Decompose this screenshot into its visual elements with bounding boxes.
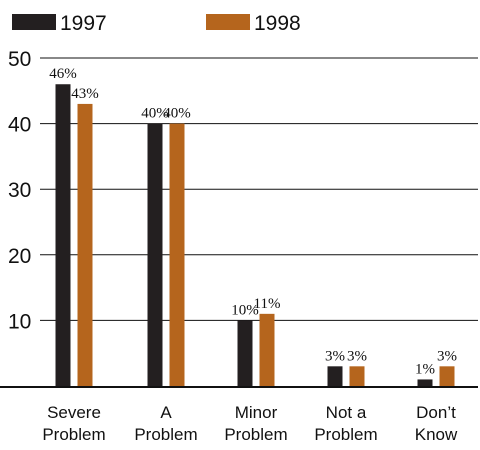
data-label-1998-0: 43% [71, 86, 99, 102]
gridlines [40, 57, 478, 321]
y-tick-label-30: 30 [8, 179, 31, 202]
bar-1998-0 [77, 103, 93, 387]
x-tick-label-0-1: Problem [42, 425, 105, 444]
data-label-1997-4: 1% [415, 361, 435, 377]
x-tick-label-4-0: Don’t [416, 403, 456, 422]
legend: 1997 1998 [12, 12, 301, 35]
x-tick-label-1-1: Problem [134, 425, 197, 444]
bar-1997-0 [55, 84, 71, 387]
bar-1997-2 [237, 320, 253, 386]
x-tick-label-1-0: A [160, 403, 172, 422]
bar-1998-4 [439, 366, 455, 386]
data-label-1998-1: 40% [163, 106, 191, 122]
data-label-1998-4: 3% [437, 348, 457, 364]
legend-label-1997: 1997 [60, 12, 107, 35]
y-tick-label-10: 10 [8, 310, 31, 333]
x-tick-label-2-0: Minor [235, 403, 278, 422]
bar-1998-2 [259, 313, 275, 386]
y-tick-label-20: 20 [8, 245, 31, 268]
bar-1998-1 [169, 123, 185, 386]
legend-swatch-1997 [12, 14, 56, 30]
bar-1997-1 [147, 123, 163, 386]
data-label-1997-1: 40% [141, 106, 169, 122]
data-label-1997-3: 3% [325, 348, 345, 364]
x-axis: Severe Problem A Problem Minor Problem Not a Pr… [0, 386, 478, 444]
data-label-1998-3: 3% [347, 348, 367, 364]
data-label-1998-2: 11% [254, 296, 281, 312]
data-label-1997-0: 46% [49, 66, 77, 82]
legend-label-1998: 1998 [254, 12, 301, 35]
bar-1997-4 [417, 379, 433, 386]
x-tick-label-3-1: Problem [314, 425, 377, 444]
x-tick-label-4-1: Know [415, 425, 458, 444]
bars: 46%43%40%40%10%11%3% 3%1%3% [49, 66, 457, 387]
data-label-1997-2: 10% [231, 302, 259, 318]
x-tick-label-3-0: Not a [326, 403, 367, 422]
bar-1997-3 [327, 366, 343, 386]
y-axis: 10 20 30 40 50 [8, 48, 31, 333]
bar-1998-3 [349, 366, 365, 386]
y-tick-label-40: 40 [8, 114, 31, 137]
x-tick-label-2-1: Problem [224, 425, 287, 444]
legend-swatch-1998 [206, 14, 250, 30]
y-tick-label-50: 50 [8, 48, 31, 71]
x-tick-label-0-0: Severe [47, 403, 101, 422]
